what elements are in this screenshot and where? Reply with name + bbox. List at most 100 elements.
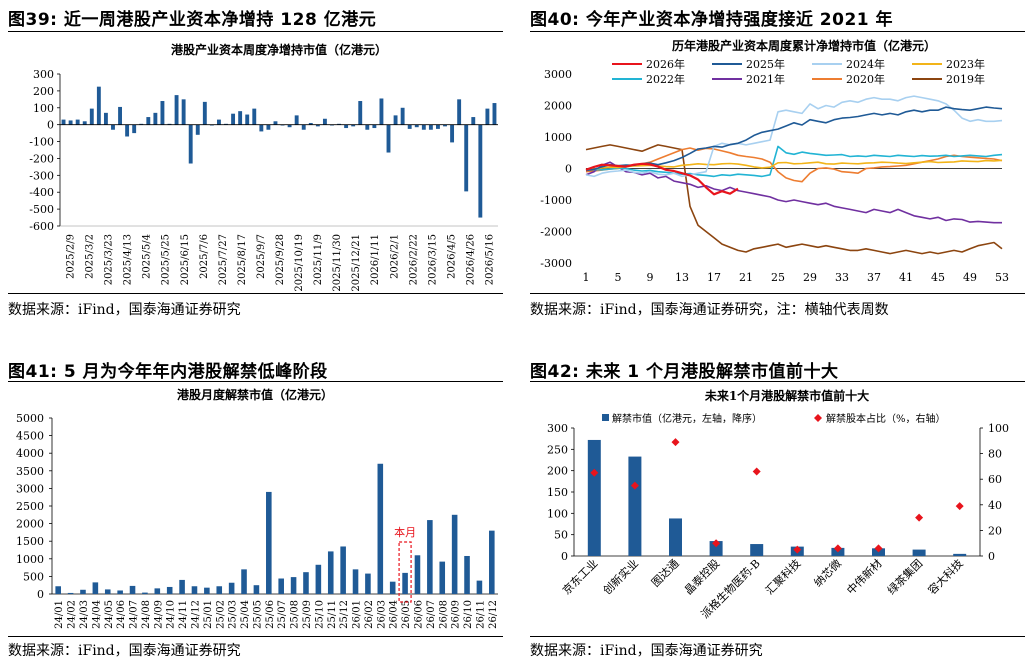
legend-swatch	[814, 414, 822, 422]
y-tick-label: 0	[47, 119, 54, 132]
x-tick-label: 21	[739, 271, 753, 284]
x-tick-label: 25/07	[277, 600, 288, 629]
bar	[407, 124, 412, 129]
x-tick-label: 26/02	[364, 600, 375, 629]
x-tick-label: 26/01	[352, 600, 363, 629]
bar	[241, 569, 247, 594]
x-tick-label: 41	[899, 271, 913, 284]
x-tick-label: 5	[615, 271, 622, 284]
y2-tick-label: 0	[988, 550, 995, 563]
x-tick-label: 创新实业	[600, 556, 641, 597]
y-tick-label: -1000	[540, 194, 572, 207]
x-tick-label: 2025/3/23	[104, 234, 115, 285]
x-tick-label: 24/05	[104, 600, 115, 629]
title-rule	[8, 31, 503, 32]
bar	[80, 589, 86, 594]
x-tick-label: 纳芯微	[811, 556, 844, 589]
x-tick-label: 2025/6/15	[180, 234, 191, 285]
x-tick-label: 2025/4/13	[123, 234, 134, 285]
x-tick-label: 2026/1/11	[370, 234, 381, 285]
x-tick-label: 2025/7/27	[218, 234, 229, 285]
x-tick-label: 24/12	[190, 600, 201, 629]
x-tick-label: 17	[707, 271, 721, 284]
bar	[179, 579, 185, 594]
figure-source: 数据来源：iFind，国泰海通证券研究	[530, 643, 763, 659]
x-tick-label: 29	[803, 271, 817, 284]
y-tick-label: 300	[33, 68, 54, 81]
bar	[142, 592, 148, 594]
x-tick-label: 45	[931, 271, 945, 284]
x-tick-label: 25/08	[290, 600, 301, 629]
bar	[96, 86, 101, 125]
bar	[301, 124, 306, 130]
x-tick-label: 13	[675, 271, 689, 284]
bar	[587, 439, 601, 556]
bar	[195, 124, 200, 135]
chart-title: 港股产业资本周度净增持市值（亿港元）	[171, 42, 387, 57]
annotation-label: 本月	[394, 525, 416, 539]
x-tick-label: 26/07	[426, 600, 437, 629]
bar	[209, 124, 214, 126]
figure-41: 图41: 5 月为今年年内港股解禁低峰阶段 港股月度解禁市值（亿港元） 0 500 1…	[8, 352, 503, 663]
bar	[129, 585, 136, 594]
x-tick-label: 1	[583, 271, 590, 284]
bar	[327, 551, 334, 594]
bar	[389, 581, 396, 594]
bar	[117, 590, 123, 594]
x-tick-label: 49	[963, 271, 977, 284]
bar	[439, 561, 446, 594]
bar	[216, 586, 223, 594]
x-tick-label: 53	[995, 271, 1009, 284]
legend-label: 2021年	[746, 72, 785, 86]
bar	[139, 123, 144, 125]
bar	[266, 491, 272, 594]
bar	[628, 456, 642, 556]
bar	[68, 120, 73, 125]
bar	[464, 555, 470, 594]
x-tick-label: 24/02	[67, 600, 78, 629]
bar	[252, 108, 257, 125]
bar	[393, 115, 398, 125]
bar	[174, 95, 179, 125]
bar	[400, 107, 405, 125]
y-tick-label: 200	[33, 85, 54, 98]
bar	[340, 546, 346, 594]
source-rule	[8, 636, 503, 637]
x-tick-label: 2026/4/5	[446, 234, 457, 279]
y-tick-label: -200	[29, 152, 54, 165]
bar	[352, 569, 359, 594]
bar	[337, 123, 341, 125]
y-tick-label: 3500	[16, 465, 44, 478]
bar	[485, 108, 490, 125]
bar	[259, 124, 264, 132]
bar	[492, 103, 497, 125]
bar	[478, 124, 483, 218]
bar	[379, 98, 384, 125]
y-tick-label: 1500	[16, 535, 44, 548]
y-tick-label: 2500	[16, 500, 44, 513]
x-tick-label: 25/03	[228, 600, 239, 629]
bar	[245, 114, 250, 125]
bar	[253, 585, 260, 594]
bar	[160, 101, 165, 125]
figure-40: 图40: 今年产业资本净增持强度接近 2021 年 历年港股产业资本周度累计净增…	[530, 0, 1025, 320]
bar	[154, 588, 161, 594]
legend-label: 解禁股本占比（%，右轴）	[826, 412, 946, 425]
y-tick-label: -300	[29, 169, 54, 182]
ratio-marker	[955, 502, 964, 511]
title-rule	[8, 381, 503, 382]
y-tick-label: 5000	[16, 412, 44, 425]
bar	[414, 124, 419, 128]
bar	[372, 124, 377, 129]
x-tick-label: 2026/2/22	[408, 234, 419, 285]
bar	[365, 573, 371, 594]
y-tick-label: 100	[33, 102, 54, 115]
legend-label: 2026年	[646, 57, 685, 71]
series-line	[585, 147, 1003, 183]
bar	[290, 577, 297, 594]
x-tick-label: 2025/10/19	[294, 234, 305, 292]
bar	[67, 592, 74, 594]
series-line	[585, 144, 1003, 255]
x-tick-label: 24/07	[129, 600, 140, 629]
bar	[278, 578, 284, 594]
